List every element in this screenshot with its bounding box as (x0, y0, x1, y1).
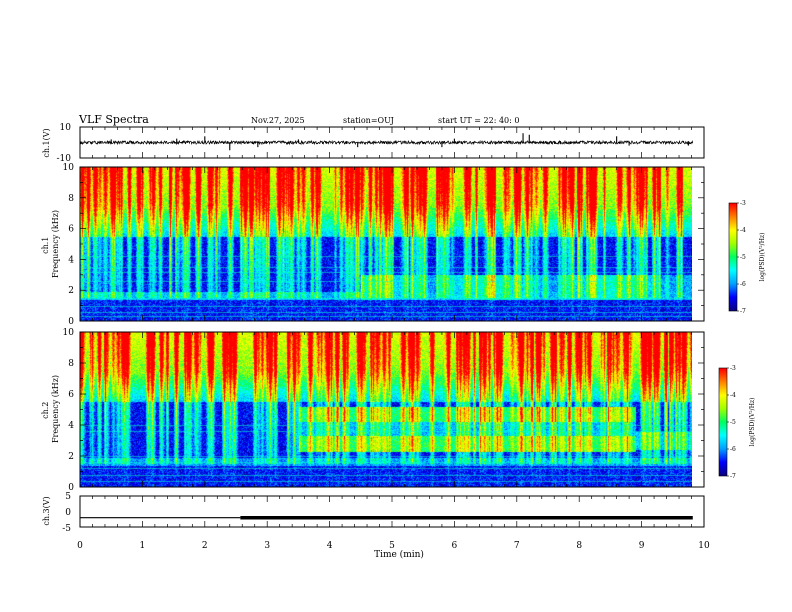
time-tick-6: 6 (452, 541, 458, 551)
ch1-colorbar-tick-m3: -3 (740, 200, 746, 207)
ch2-ylabel-line2: Frequency (kHz) (51, 375, 60, 443)
time-axis-label: Time (min) (374, 549, 424, 560)
ch2-spectrogram-ticks (79, 331, 705, 488)
ch1-colorbar-tick-m6: -6 (740, 281, 746, 288)
ch1-waveform-trace (80, 133, 694, 151)
ch2-spectrogram-image (80, 332, 692, 487)
time-tick-9: 9 (639, 541, 645, 551)
ch1-ylabel-line2: Frequency (kHz) (51, 210, 60, 278)
ch2-ylabel-line1: ch.2 (41, 402, 50, 419)
time-tick-3: 3 (264, 541, 270, 551)
ch2-freq-tick-8: 8 (68, 359, 74, 369)
ch2-colorbar-ticks: -3 -4 -5 -6 -7 (727, 365, 736, 480)
ch1-colorbar-gradient (729, 203, 737, 311)
ch1-spectrogram-panel: 0 2 4 6 8 10 ch.1 Frequency (kHz) -3 -4 … (41, 163, 766, 327)
ch1-waveform-ylabel: ch.1(V) (42, 128, 51, 157)
ch1-freq-tick-2: 2 (68, 286, 74, 296)
ch1-waveform-panel: 10 -10 ch.1(V) (42, 123, 705, 164)
ch2-freq-tick-2: 2 (68, 452, 74, 462)
ch2-colorbar-tick-m3: -3 (730, 365, 736, 372)
ch2-colorbar-gradient (719, 368, 727, 476)
time-tick-2: 2 (202, 541, 208, 551)
ch3-ytick-top: 5 (65, 492, 71, 502)
figure-title: VLF Spectra (78, 113, 149, 126)
ch1-freq-tick-8: 8 (68, 194, 74, 204)
ch1-freq-tick-4: 4 (68, 255, 74, 265)
ch1-colorbar-tick-m4: -4 (740, 227, 746, 234)
ch2-freq-tick-6: 6 (68, 390, 74, 400)
ch1-spectrogram-ticks (79, 166, 705, 322)
ch2-colorbar-tick-m4: -4 (730, 392, 736, 399)
ch1-noise-trace (80, 139, 694, 146)
ch3-ytick-bottom: -5 (62, 524, 71, 534)
ch2-spectrogram-panel: 0 2 4 6 8 10 ch.2 Frequency (kHz) -3 -4 … (41, 328, 756, 493)
ch1-frequency-tick-labels: 0 2 4 6 8 10 (63, 163, 75, 327)
station-label: station=OUJ (343, 116, 394, 125)
ch1-colorbar-ticks: -3 -4 -5 -6 -7 (737, 200, 746, 315)
ch1-colorbar-tick-m7: -7 (740, 308, 746, 315)
ch2-frequency-tick-labels: 0 2 4 6 8 10 (63, 328, 75, 493)
ch1-freq-tick-0: 0 (68, 317, 74, 327)
ch2-colorbar-tick-m7: -7 (730, 473, 736, 480)
ch1-ylabel-line1: ch.1 (41, 237, 50, 254)
ch1-ytick-top: 10 (60, 123, 72, 133)
ch2-freq-tick-0: 0 (68, 483, 74, 493)
ch1-spectrogram-image (80, 167, 692, 321)
ch1-ytick-bottom: -10 (57, 154, 72, 164)
start-ut-label: start UT = 22: 40: 0 (438, 116, 519, 125)
ch1-freq-tick-10: 10 (63, 163, 75, 173)
ch2-spectrogram-ylabel: ch.2 Frequency (kHz) (41, 375, 60, 443)
ch3-level-x-ticks (79, 496, 705, 527)
ch2-colorbar-tick-m5: -5 (730, 419, 736, 426)
time-tick-1: 1 (140, 541, 146, 551)
ch1-waveform-x-ticks (79, 127, 705, 158)
ch2-freq-tick-4: 4 (68, 421, 74, 431)
time-tick-8: 8 (576, 541, 582, 551)
time-tick-5: 5 (389, 541, 395, 551)
time-tick-0: 0 (77, 541, 83, 551)
ch2-colorbar-label: log(PSD)(V²/Hz) (749, 398, 756, 447)
time-tick-10: 10 (698, 541, 710, 551)
ch2-freq-tick-10: 10 (63, 328, 75, 338)
ch3-level-ylabel: ch.3(V) (42, 496, 51, 525)
time-tick-7: 7 (514, 541, 520, 551)
ch3-level-panel: 5 0 -5 ch.3(V) (42, 492, 705, 534)
ch1-spectrogram-ylabel: ch.1 Frequency (kHz) (41, 210, 60, 278)
time-axis-tick-labels: 0 1 2 3 4 5 6 7 8 9 10 (77, 541, 710, 551)
ch1-colorbar-label: log(PSD)(V²/Hz) (759, 233, 766, 282)
ch2-colorbar-tick-m6: -6 (730, 446, 736, 453)
ch3-ytick-mid: 0 (65, 508, 71, 518)
time-tick-4: 4 (327, 541, 333, 551)
ch1-freq-tick-6: 6 (68, 225, 74, 235)
date-label: Nov.27, 2025 (251, 116, 305, 125)
ch1-colorbar-tick-m5: -5 (740, 254, 746, 261)
